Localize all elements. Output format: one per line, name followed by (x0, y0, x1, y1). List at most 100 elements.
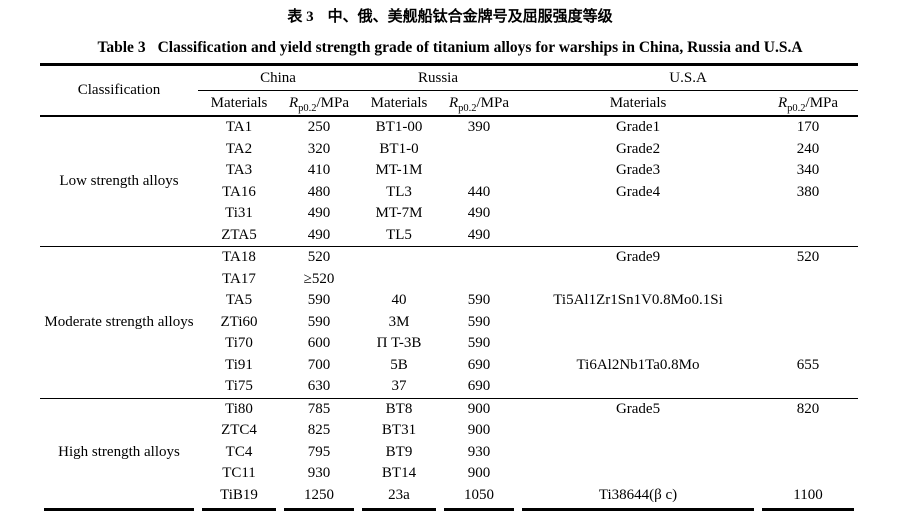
group-label-high-strength: High strength alloys (58, 443, 180, 460)
table-row: High strength alloys Ti80 785 BT8 900 Gr… (40, 398, 858, 460)
russia-value-cell: 1050 (464, 486, 494, 503)
usa-material-cell (518, 463, 758, 485)
china-value-cell: 630 (280, 376, 358, 399)
russia-value-cell: 490 (440, 224, 519, 247)
russia-material-cell: 5B (390, 356, 408, 373)
usa-value-cell: 655 (796, 356, 820, 373)
china-material-cell: TiB19 (220, 486, 258, 503)
china-material-cell: ZTC4 (221, 422, 257, 438)
china-material-cell: TA17 (222, 270, 256, 287)
country-header-usa: U.S.A (518, 64, 859, 91)
mpa-unit: /MPa (476, 94, 510, 111)
table-row: ZTA5 490 TL5 490 (40, 224, 859, 247)
group-label-moderate-strength: Moderate strength alloys (40, 246, 198, 399)
r-symbol: R (288, 94, 299, 111)
china-value-cell: 700 (307, 356, 331, 373)
table-row: Ti70 600 П T-3B 590 (40, 333, 858, 355)
china-value-cell: ≥520 (303, 270, 335, 287)
russia-value-cell: 490 (467, 205, 491, 221)
table-row: ZTC4 825 BT31 900 (40, 420, 858, 442)
bottom-rule-segment (440, 506, 518, 512)
russia-material-cell: MT-7M (375, 205, 423, 221)
usa-value-cell (758, 420, 858, 442)
usa-value-cell (758, 463, 858, 485)
russia-material-cell: BT31 (381, 422, 417, 438)
table-row: Ti91 700 5B 690 Ti6Al2Nb1Ta0.8Mo 655 (40, 355, 858, 377)
r-subscript: p0.2 (298, 102, 317, 114)
usa-material-cell: Ti5Al1Zr1Sn1V0.8Mo0.1Si (553, 292, 723, 308)
country-header-china: China (198, 64, 358, 91)
russia-material-cell: BT14 (381, 465, 417, 481)
russia-material-cell: BT8 (385, 400, 413, 417)
russia-material-cell: BT9 (385, 443, 413, 460)
bottom-rule-segment (518, 506, 758, 512)
russia-value-cell: 690 (467, 356, 491, 373)
china-material-cell: TC11 (222, 465, 256, 481)
china-material-cell: Ti75 (198, 376, 280, 399)
china-value-cell: 795 (307, 443, 331, 460)
usa-value-cell: 340 (796, 162, 820, 178)
usa-material-cell (518, 376, 759, 399)
china-value-cell: 590 (307, 313, 331, 330)
china-material-cell: ZTA5 (198, 224, 280, 247)
russia-material-cell: 3M (388, 313, 410, 330)
bottom-rule-segment (358, 506, 440, 512)
usa-value-cell: 380 (796, 183, 820, 200)
usa-value-cell: 240 (796, 140, 820, 157)
usa-value-cell: 170 (796, 119, 820, 135)
table-row: TA16 480 TL3 440 Grade4 380 (40, 182, 858, 204)
china-value-cell: 490 (280, 224, 358, 247)
table-row: TA5 590 40 590 Ti5Al1Zr1Sn1V0.8Mo0.1Si (40, 290, 858, 312)
titanium-alloys-table: Classification China Russia U.S.A Materi… (40, 63, 859, 512)
china-material-cell: ZTi60 (220, 313, 258, 330)
r-subscript: p0.2 (458, 102, 477, 114)
bottom-rule-segment (758, 506, 858, 512)
russia-value-cell: 690 (440, 376, 519, 399)
usa-material-cell (518, 224, 759, 247)
usa-material-cell (518, 442, 758, 464)
russia-material-cell: П T-3B (376, 335, 422, 351)
russia-value-cell: 900 (467, 400, 491, 417)
china-value-cell: 490 (307, 205, 331, 221)
china-material-cell: TC4 (225, 443, 253, 460)
russia-value-cell (440, 269, 518, 291)
china-value-cell: 480 (307, 183, 331, 200)
russia-material-cell: MT-1M (375, 162, 423, 178)
table-row: TA3 410 MT-1M Grade3 340 (40, 160, 858, 182)
china-material-cell: TA5 (225, 292, 253, 308)
china-material-cell: Ti80 (225, 400, 253, 417)
russia-value-cell (440, 247, 518, 269)
china-material-cell: Ti31 (225, 205, 253, 221)
usa-value-cell: 520 (796, 249, 820, 265)
china-material-cell: TA16 (222, 183, 256, 200)
table-title-english: Table 3 Classification and yield strength… (0, 38, 900, 58)
bottom-rule-segment (280, 506, 358, 512)
usa-value-cell (758, 224, 859, 247)
table-row: TiB19 1250 23a 1050 Ti38644(β c) 1100 (40, 485, 858, 507)
usa-material-cell: Ti6Al2Nb1Ta0.8Mo (576, 356, 700, 373)
usa-material-cell: Grade5 (615, 400, 661, 417)
russia-value-cell: 900 (467, 465, 491, 481)
materials-header-china: Materials (198, 90, 280, 117)
china-value-cell: 600 (307, 335, 331, 351)
russia-material-cell: TL5 (358, 224, 440, 247)
usa-value-cell (758, 312, 858, 334)
yield-strength-header-china: Rp0.2/MPa (280, 90, 358, 117)
china-value-cell: 410 (307, 162, 331, 178)
usa-material-cell (518, 203, 758, 225)
classification-header: Classification (40, 64, 198, 117)
russia-value-cell (440, 139, 518, 161)
table-row: Ti31 490 MT-7M 490 (40, 203, 858, 225)
usa-material-cell (518, 269, 758, 291)
usa-material-cell: Grade1 (615, 119, 661, 135)
russia-material-cell (358, 269, 440, 291)
table-number-cn: 表 3 (287, 9, 314, 25)
mpa-unit: /MPa (316, 94, 350, 111)
usa-value-cell (758, 269, 858, 291)
china-value-cell: 930 (307, 465, 331, 481)
china-material-cell: TA18 (222, 249, 256, 265)
table-title-chinese: 表 3 中、俄、美舰船钛合金牌号及屈服强度等级 (0, 0, 900, 27)
usa-value-cell: 1100 (793, 486, 823, 503)
bottom-rule-segment (40, 506, 198, 512)
usa-value-cell (758, 333, 858, 355)
